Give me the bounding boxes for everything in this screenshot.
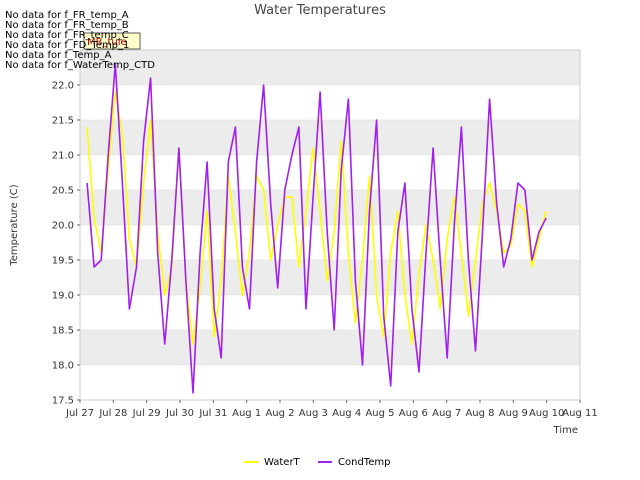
- background-band: [80, 50, 580, 85]
- series-line-condtemp: [86, 63, 547, 394]
- x-tick-label: Jul 28: [98, 408, 127, 419]
- no-data-message: No data for f_FR_temp_C: [5, 30, 129, 41]
- background-band: [80, 155, 580, 190]
- x-tick-label: Jul 30: [165, 408, 194, 419]
- x-tick-label: Aug 7: [432, 408, 461, 419]
- x-tick-label: Aug 1: [232, 408, 261, 419]
- series-line-watert: [86, 91, 547, 345]
- x-tick-label: Aug 11: [562, 408, 597, 419]
- x-tick-label: Aug 3: [299, 408, 328, 419]
- x-tick-label: Aug 9: [499, 408, 528, 419]
- chart-title: Water Temperatures: [254, 3, 386, 18]
- badge-box: [83, 32, 141, 50]
- x-axis-ticks: Jul 27 Jul 28 Jul 29 Jul 30 Jul 31 Aug 1 Aug 2…: [65, 400, 598, 419]
- x-tick-label: Aug 4: [332, 408, 361, 419]
- y-tick-label: 20.5: [52, 186, 74, 197]
- no-data-messages: No data for f_FR_temp_A No data for f_FR…: [5, 10, 155, 71]
- background-band: [80, 225, 580, 260]
- y-tick-label: 19.5: [52, 256, 74, 267]
- x-axis-label: Time: [553, 425, 578, 436]
- no-data-message: No data for f_FD_Temp_1: [5, 40, 129, 51]
- x-tick-label: Aug 5: [365, 408, 394, 419]
- y-tick-label: 18.0: [52, 361, 74, 372]
- x-tick-label: Jul 31: [198, 408, 227, 419]
- y-tick-label: 17.5: [52, 396, 74, 407]
- background-band: [80, 120, 580, 155]
- badge-label: MB_tule: [87, 37, 127, 48]
- x-tick-label: Aug 2: [265, 408, 294, 419]
- y-tick-label: 19.0: [52, 291, 74, 302]
- x-tick-label: Aug 10: [529, 408, 564, 419]
- background-band: [80, 295, 580, 330]
- no-data-message: No data for f_WaterTemp_CTD: [5, 60, 155, 71]
- series-layer: [86, 63, 547, 394]
- no-data-message: No data for f_Temp_A: [5, 50, 112, 61]
- no-data-message: No data for f_FR_temp_B: [5, 20, 129, 31]
- y-tick-label: 21.0: [52, 151, 74, 162]
- background-band: [80, 330, 580, 365]
- x-tick-label: Jul 27: [65, 408, 94, 419]
- y-tick-label: 22.0: [52, 81, 74, 92]
- background-band: [80, 85, 580, 120]
- x-tick-label: Jul 29: [132, 408, 161, 419]
- y-tick-label: 18.5: [52, 326, 74, 337]
- y-axis-ticks: 17.5 18.0 18.5 19.0 19.5 20.0 20.5 21.0 21.5 22.0: [52, 81, 80, 407]
- y-axis-label: Temperature (C): [9, 184, 20, 266]
- legend-label-condtemp: CondTemp: [338, 457, 390, 468]
- x-tick-label: Aug 6: [399, 408, 428, 419]
- badge: MB_tule: [83, 32, 141, 50]
- y-tick-label: 21.5: [52, 116, 74, 127]
- y-tick-label: 20.0: [52, 221, 74, 232]
- background-band: [80, 365, 580, 400]
- legend: WaterT CondTemp: [244, 457, 390, 468]
- legend-label-watert: WaterT: [264, 457, 301, 468]
- no-data-message: No data for f_FR_temp_A: [5, 10, 129, 21]
- x-tick-label: Aug 8: [465, 408, 494, 419]
